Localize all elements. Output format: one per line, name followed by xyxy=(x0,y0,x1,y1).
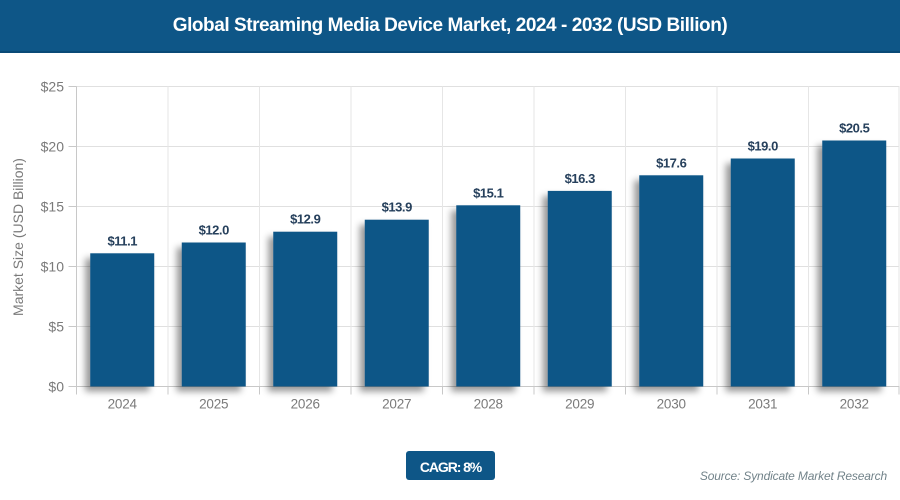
svg-text:$20.5: $20.5 xyxy=(839,121,870,136)
svg-text:2028: 2028 xyxy=(474,397,503,412)
svg-text:$0: $0 xyxy=(48,379,64,395)
svg-text:$5: $5 xyxy=(48,319,64,335)
svg-text:$15: $15 xyxy=(41,199,65,215)
svg-text:$15.1: $15.1 xyxy=(473,185,504,200)
svg-text:$16.3: $16.3 xyxy=(565,171,596,186)
svg-text:$19.0: $19.0 xyxy=(748,139,779,154)
svg-text:2031: 2031 xyxy=(748,397,777,412)
svg-text:2030: 2030 xyxy=(657,397,686,412)
svg-text:2024: 2024 xyxy=(108,397,138,412)
svg-text:$12.9: $12.9 xyxy=(290,212,321,227)
svg-text:2032: 2032 xyxy=(840,397,869,412)
svg-text:$12.0: $12.0 xyxy=(199,223,230,238)
svg-text:2026: 2026 xyxy=(291,397,320,412)
svg-text:$10: $10 xyxy=(41,259,65,275)
svg-text:2029: 2029 xyxy=(565,397,594,412)
svg-text:Market Size (USD Billion): Market Size (USD Billion) xyxy=(10,158,26,316)
svg-text:$17.6: $17.6 xyxy=(656,155,687,170)
svg-text:$25: $25 xyxy=(41,79,65,95)
svg-text:$11.1: $11.1 xyxy=(107,233,137,248)
svg-text:2027: 2027 xyxy=(382,397,411,412)
svg-text:2025: 2025 xyxy=(199,397,228,412)
svg-text:$20: $20 xyxy=(41,139,65,155)
svg-text:$13.9: $13.9 xyxy=(382,200,413,215)
